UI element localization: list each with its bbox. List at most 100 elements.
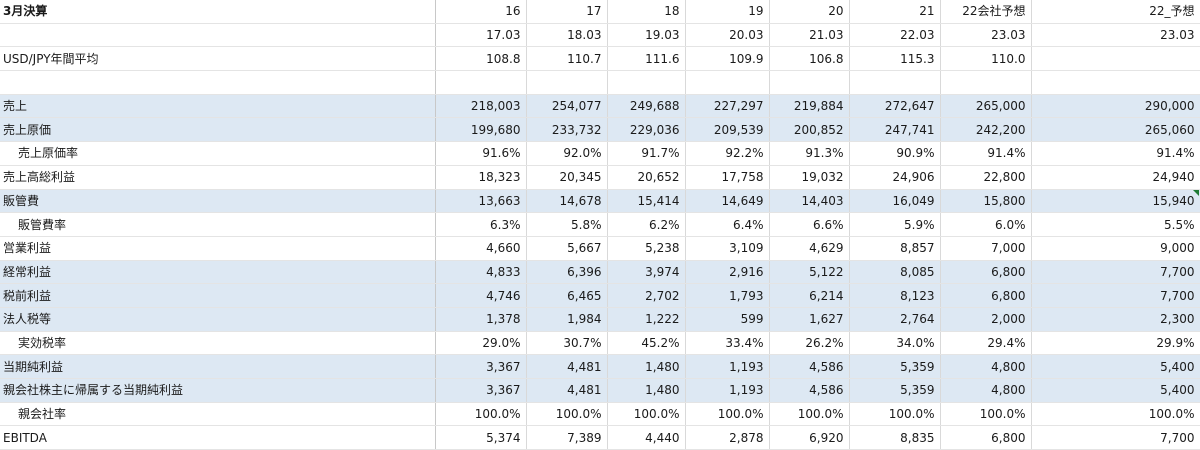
value-cell[interactable] [607, 70, 686, 95]
value-cell[interactable]: 20,345 [526, 165, 608, 190]
value-cell[interactable]: 6.6% [769, 212, 850, 237]
value-cell[interactable]: 3,974 [607, 260, 686, 285]
value-cell[interactable]: 15,800 [940, 189, 1032, 214]
value-cell[interactable]: 1,480 [607, 378, 686, 403]
value-cell[interactable]: 229,036 [607, 117, 686, 143]
value-cell[interactable]: 115.3 [849, 46, 941, 72]
value-cell[interactable]: 8,857 [849, 236, 941, 261]
value-cell[interactable]: 29.0% [435, 331, 527, 356]
value-cell[interactable]: 5,122 [769, 260, 850, 285]
value-cell[interactable]: 5,238 [607, 236, 686, 261]
row-label-cell[interactable] [0, 70, 436, 95]
period-label-cell[interactable] [0, 23, 436, 48]
row-label-cell[interactable]: 親会社率 [0, 402, 436, 427]
value-cell[interactable]: 1,378 [435, 307, 527, 332]
value-cell[interactable]: 22,800 [940, 165, 1032, 190]
row-label-cell[interactable]: 法人税等 [0, 307, 436, 332]
value-cell[interactable]: 24,940 [1031, 165, 1200, 190]
value-cell[interactable]: 20,652 [607, 165, 686, 190]
value-cell[interactable]: 91.7% [607, 141, 686, 166]
value-cell[interactable]: 108.8 [435, 46, 527, 72]
row-label-cell[interactable]: 税前利益 [0, 283, 436, 308]
value-cell[interactable]: 8,123 [849, 283, 941, 308]
value-cell[interactable]: 3,367 [435, 378, 527, 403]
value-cell[interactable]: 265,060 [1031, 117, 1200, 143]
value-cell[interactable]: 2,916 [685, 260, 770, 285]
value-cell[interactable]: 7,389 [526, 425, 608, 450]
row-label-cell[interactable]: 経常利益 [0, 260, 436, 285]
header-label-cell[interactable]: 3月決算 [0, 0, 436, 24]
value-cell[interactable]: 247,741 [849, 117, 941, 143]
row-label-cell[interactable]: 販管費 [0, 189, 436, 214]
value-cell[interactable]: 219,884 [769, 94, 850, 119]
value-cell[interactable]: 7,700 [1031, 260, 1200, 285]
value-cell[interactable]: 1,984 [526, 307, 608, 332]
value-cell[interactable]: 7,700 [1031, 283, 1200, 308]
value-cell[interactable]: 100.0% [526, 402, 608, 427]
value-cell[interactable]: 6,920 [769, 425, 850, 450]
value-cell[interactable]: 90.9% [849, 141, 941, 166]
value-cell[interactable]: 199,680 [435, 117, 527, 143]
value-cell[interactable]: 6.3% [435, 212, 527, 237]
value-cell[interactable]: 249,688 [607, 94, 686, 119]
value-cell[interactable]: 4,586 [769, 378, 850, 403]
value-cell[interactable]: 272,647 [849, 94, 941, 119]
year-cell[interactable]: 19 [685, 0, 770, 24]
value-cell[interactable]: 110.7 [526, 46, 608, 72]
value-cell[interactable]: 15,414 [607, 189, 686, 214]
value-cell[interactable]: 209,539 [685, 117, 770, 143]
value-cell[interactable]: 218,003 [435, 94, 527, 119]
value-cell[interactable]: 16,049 [849, 189, 941, 214]
value-cell[interactable]: 2,300 [1031, 307, 1200, 332]
value-cell[interactable]: 15,940 [1031, 189, 1200, 214]
period-cell[interactable]: 21.03 [769, 23, 850, 48]
value-cell[interactable]: 100.0% [435, 402, 527, 427]
value-cell[interactable]: 9,000 [1031, 236, 1200, 261]
year-cell[interactable]: 22_予想 [1031, 0, 1200, 24]
value-cell[interactable]: 6,465 [526, 283, 608, 308]
value-cell[interactable]: 100.0% [1031, 402, 1200, 427]
value-cell[interactable]: 30.7% [526, 331, 608, 356]
value-cell[interactable]: 1,222 [607, 307, 686, 332]
value-cell[interactable] [849, 70, 941, 95]
value-cell[interactable]: 6,800 [940, 425, 1032, 450]
value-cell[interactable]: 7,000 [940, 236, 1032, 261]
value-cell[interactable]: 14,649 [685, 189, 770, 214]
value-cell[interactable] [1031, 70, 1200, 95]
value-cell[interactable]: 14,678 [526, 189, 608, 214]
value-cell[interactable]: 4,586 [769, 354, 850, 379]
value-cell[interactable]: 5,667 [526, 236, 608, 261]
row-label-cell[interactable]: 当期純利益 [0, 354, 436, 379]
value-cell[interactable]: 6,800 [940, 260, 1032, 285]
row-label-cell[interactable]: 実効税率 [0, 331, 436, 356]
value-cell[interactable]: 18,323 [435, 165, 527, 190]
value-cell[interactable]: 4,660 [435, 236, 527, 261]
value-cell[interactable]: 227,297 [685, 94, 770, 119]
value-cell[interactable]: 2,878 [685, 425, 770, 450]
value-cell[interactable]: 1,193 [685, 378, 770, 403]
value-cell[interactable]: 254,077 [526, 94, 608, 119]
value-cell[interactable]: 33.4% [685, 331, 770, 356]
year-cell[interactable]: 21 [849, 0, 941, 24]
value-cell[interactable]: 6,800 [940, 283, 1032, 308]
value-cell[interactable]: 4,800 [940, 378, 1032, 403]
value-cell[interactable]: 19,032 [769, 165, 850, 190]
value-cell[interactable]: 4,833 [435, 260, 527, 285]
value-cell[interactable]: 8,085 [849, 260, 941, 285]
value-cell[interactable]: 1,793 [685, 283, 770, 308]
value-cell[interactable]: 6.0% [940, 212, 1032, 237]
value-cell[interactable]: 3,367 [435, 354, 527, 379]
value-cell[interactable]: 2,764 [849, 307, 941, 332]
value-cell[interactable]: 26.2% [769, 331, 850, 356]
value-cell[interactable]: 6,214 [769, 283, 850, 308]
row-label-cell[interactable]: 売上原価率 [0, 141, 436, 166]
value-cell[interactable] [685, 70, 770, 95]
value-cell[interactable]: 92.2% [685, 141, 770, 166]
period-cell[interactable]: 23.03 [940, 23, 1032, 48]
value-cell[interactable]: 5.5% [1031, 212, 1200, 237]
value-cell[interactable]: 7,700 [1031, 425, 1200, 450]
value-cell[interactable]: 29.9% [1031, 331, 1200, 356]
row-label-cell[interactable]: 売上 [0, 94, 436, 119]
period-cell[interactable]: 18.03 [526, 23, 608, 48]
value-cell[interactable]: 1,627 [769, 307, 850, 332]
